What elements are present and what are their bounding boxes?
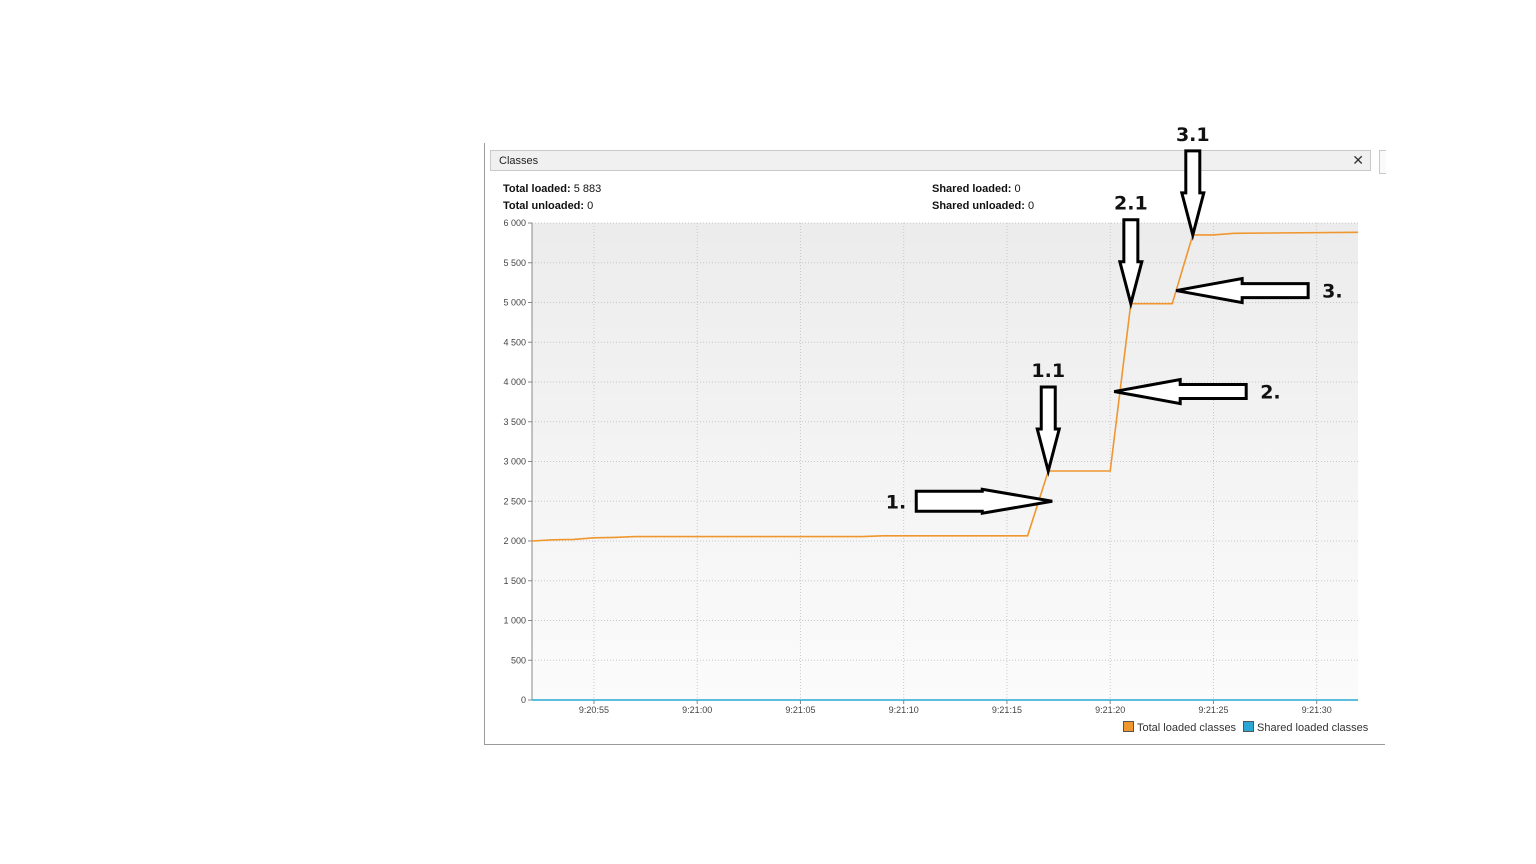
shared-loaded-stat: Shared loaded: 0 — [932, 183, 1021, 195]
x-tick-label: 9:21:25 — [1198, 705, 1228, 715]
annotation-label-2: 2. — [1260, 382, 1280, 404]
total-loaded-value: 5 883 — [573, 183, 602, 195]
x-tick-label: 9:21:10 — [889, 705, 919, 715]
y-tick-label: 2 000 — [503, 536, 526, 546]
x-tick-label: 9:21:20 — [1095, 705, 1125, 715]
legend-label-shared: Shared loaded classes — [1257, 722, 1369, 734]
annotation-label-2-1: 2.1 — [1114, 193, 1148, 215]
legend-item-shared: Shared loaded classes — [1243, 721, 1368, 734]
annotation-label-3-1: 3.1 — [1176, 124, 1210, 146]
x-tick-label: 9:21:15 — [992, 705, 1022, 715]
annotation-label-1-1: 1.1 — [1031, 360, 1065, 382]
x-tick-label: 9:21:05 — [785, 705, 815, 715]
y-tick-label: 3 000 — [503, 457, 526, 467]
annotation-arrow-1 — [914, 487, 1053, 516]
shared-loaded-value: 0 — [1014, 183, 1021, 195]
y-tick-label: 3 500 — [503, 417, 526, 427]
annotation-arrow-3 — [1175, 276, 1310, 305]
y-tick-label: 500 — [511, 655, 526, 665]
shared-unloaded-label: Shared unloaded: — [932, 200, 1025, 212]
annotation-arrow-2-1 — [1117, 218, 1144, 310]
shared-unloaded-stat: Shared unloaded: 0 — [932, 200, 1034, 212]
total-loaded-label: Total loaded: — [503, 183, 571, 195]
x-tick-label: 9:21:30 — [1302, 705, 1332, 715]
y-tick-label: 2 500 — [503, 496, 526, 506]
x-tick-label: 9:20:55 — [579, 705, 609, 715]
annotation-arrow-3-1 — [1179, 149, 1206, 241]
series-line-total-loaded — [531, 231, 1359, 542]
tab-title: Classes — [499, 155, 539, 167]
total-unloaded-stat: Total unloaded: 0 — [503, 200, 593, 212]
y-tick-label: 5 000 — [503, 298, 526, 308]
adjacent-panel-tab[interactable] — [1379, 150, 1386, 174]
shared-unloaded-value: 0 — [1027, 200, 1035, 212]
total-loaded-stat: Total loaded: 5 883 — [503, 183, 601, 195]
y-tick-label: 4 000 — [503, 377, 526, 387]
annotation-arrow-2 — [1113, 377, 1248, 406]
annotation-arrow-1-1 — [1035, 385, 1062, 477]
y-tick-label: 1 500 — [503, 576, 526, 586]
y-tick-label: 4 500 — [503, 337, 526, 347]
plot-area — [532, 223, 1358, 700]
legend-swatch-shared — [1243, 721, 1254, 732]
classes-tab-header: Classes ✕ — [490, 150, 1371, 171]
legend-swatch-total — [1123, 721, 1134, 732]
shared-loaded-label: Shared loaded: — [932, 183, 1012, 195]
y-tick-label: 5 500 — [503, 258, 526, 268]
legend-label-total: Total loaded classes — [1137, 722, 1237, 734]
total-unloaded-value: 0 — [587, 200, 594, 212]
x-tick-label: 9:21:00 — [682, 705, 712, 715]
y-tick-label: 6 000 — [503, 218, 526, 228]
close-icon[interactable]: ✕ — [1352, 152, 1364, 168]
annotation-label-3: 3. — [1322, 281, 1342, 303]
total-unloaded-label: Total unloaded: — [503, 200, 585, 212]
legend-item-total: Total loaded classes — [1123, 721, 1236, 734]
y-tick-label: 0 — [521, 695, 526, 705]
y-tick-label: 1 000 — [503, 616, 526, 626]
annotation-label-1: 1. — [886, 491, 906, 513]
